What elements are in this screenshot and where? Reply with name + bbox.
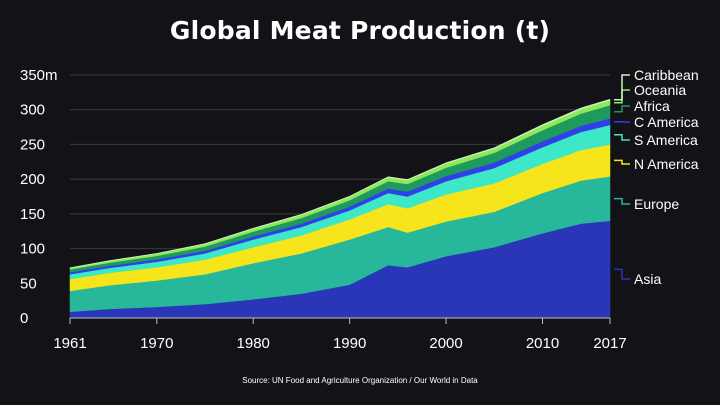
chart-title: Global Meat Production (t) <box>169 16 551 45</box>
legend-label-s-america: S America <box>634 132 698 148</box>
legend-connector <box>614 197 630 205</box>
legend-connector <box>614 159 630 165</box>
y-tick-label: 50 <box>20 275 37 292</box>
source-note: Source: UN Food and Agriculture Organiza… <box>242 376 478 385</box>
y-tick-label: 0 <box>20 310 28 327</box>
x-tick-label: 2017 <box>593 335 626 352</box>
x-tick-label: 1961 <box>53 335 86 352</box>
legend-label-c-america: C America <box>634 114 699 130</box>
legend-label-n-america: N America <box>634 156 699 172</box>
legend-label-oceania: Oceania <box>634 82 686 98</box>
y-tick-label: 150 <box>20 206 45 223</box>
axes: 0 50 100 150 200 250 300 350m 1961 1970 1980 1990 20… <box>20 67 627 352</box>
x-tick-label: 1980 <box>237 335 270 352</box>
legend-label-caribbean: Caribbean <box>634 67 699 83</box>
legend-label-europe: Europe <box>634 196 679 212</box>
area-layer <box>69 98 611 319</box>
y-tick-label: 200 <box>20 171 45 188</box>
legend-label-asia: Asia <box>634 271 661 287</box>
y-tick-label: 350m <box>20 67 58 84</box>
x-tick-label: 2010 <box>526 335 559 352</box>
legend-connector <box>614 268 630 280</box>
legend-label-africa: Africa <box>634 98 670 114</box>
legend-connector <box>614 74 630 101</box>
legend-connector <box>614 105 630 113</box>
x-tick-label: 1970 <box>140 335 173 352</box>
legend: Asia Europe N America S America C AmericaAfr… <box>614 67 699 287</box>
area-caribbean <box>69 98 611 269</box>
legend-connector <box>614 133 630 141</box>
y-tick-label: 300 <box>20 102 45 119</box>
x-tick-label: 1990 <box>333 335 366 352</box>
y-tick-label: 250 <box>20 136 45 153</box>
x-tick-label: 2000 <box>429 335 462 352</box>
y-tick-label: 100 <box>20 241 45 258</box>
